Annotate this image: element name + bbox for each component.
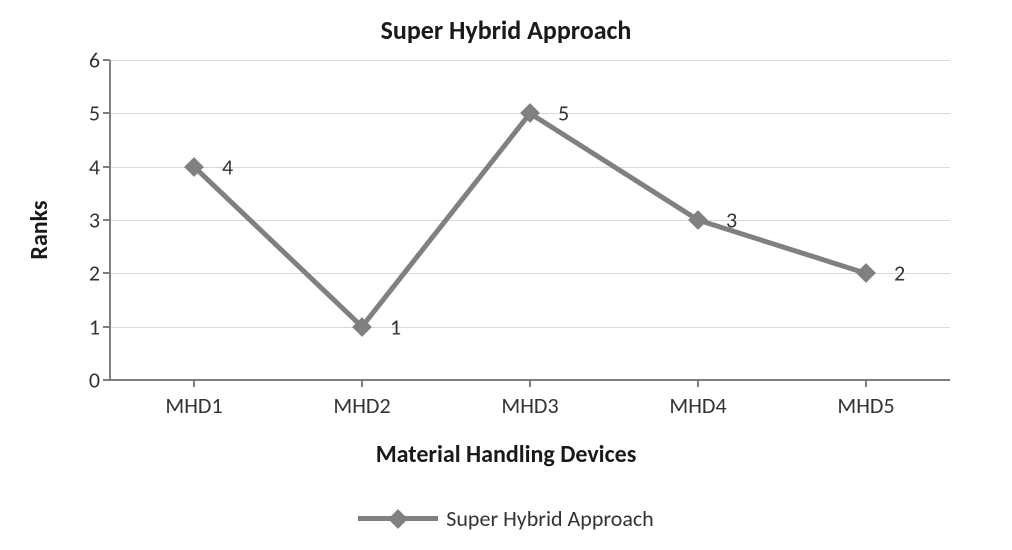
data-label: 3	[726, 207, 737, 234]
x-tick-label: MHD3	[501, 392, 558, 419]
x-tick-mark	[865, 380, 867, 387]
x-tick-label: MHD4	[669, 392, 726, 419]
chart-container: Super Hybrid Approach Ranks 0 1 2 3 4 5 6 MHD1 M…	[0, 0, 1012, 550]
data-label: 2	[894, 260, 905, 287]
legend-line-sample	[358, 516, 438, 521]
data-label: 5	[558, 100, 569, 127]
x-tick-mark	[529, 380, 531, 387]
chart-title: Super Hybrid Approach	[0, 14, 1012, 46]
x-tick-mark	[193, 380, 195, 387]
y-tick-label: 0	[70, 367, 100, 394]
legend: Super Hybrid Approach	[0, 500, 1012, 532]
y-tick-label: 5	[70, 100, 100, 127]
y-tick-label: 6	[70, 47, 100, 74]
y-axis-label: Ranks	[25, 200, 54, 259]
x-tick-mark	[361, 380, 363, 387]
legend-label: Super Hybrid Approach	[446, 505, 653, 532]
plot-area: 0123456MHD1MHD2MHD3MHD4MHD541532	[110, 60, 950, 380]
legend-item: Super Hybrid Approach	[358, 505, 653, 532]
legend-marker-sample	[388, 509, 408, 529]
x-tick-label: MHD1	[165, 392, 222, 419]
y-tick-label: 3	[70, 207, 100, 234]
y-tick-label: 1	[70, 313, 100, 340]
x-tick-label: MHD2	[333, 392, 390, 419]
data-label: 4	[222, 153, 233, 180]
data-label: 1	[390, 313, 401, 340]
x-tick-label: MHD5	[837, 392, 894, 419]
x-axis-label: Material Handling Devices	[0, 440, 1012, 469]
y-tick-label: 4	[70, 153, 100, 180]
y-tick-label: 2	[70, 260, 100, 287]
x-tick-mark	[697, 380, 699, 387]
